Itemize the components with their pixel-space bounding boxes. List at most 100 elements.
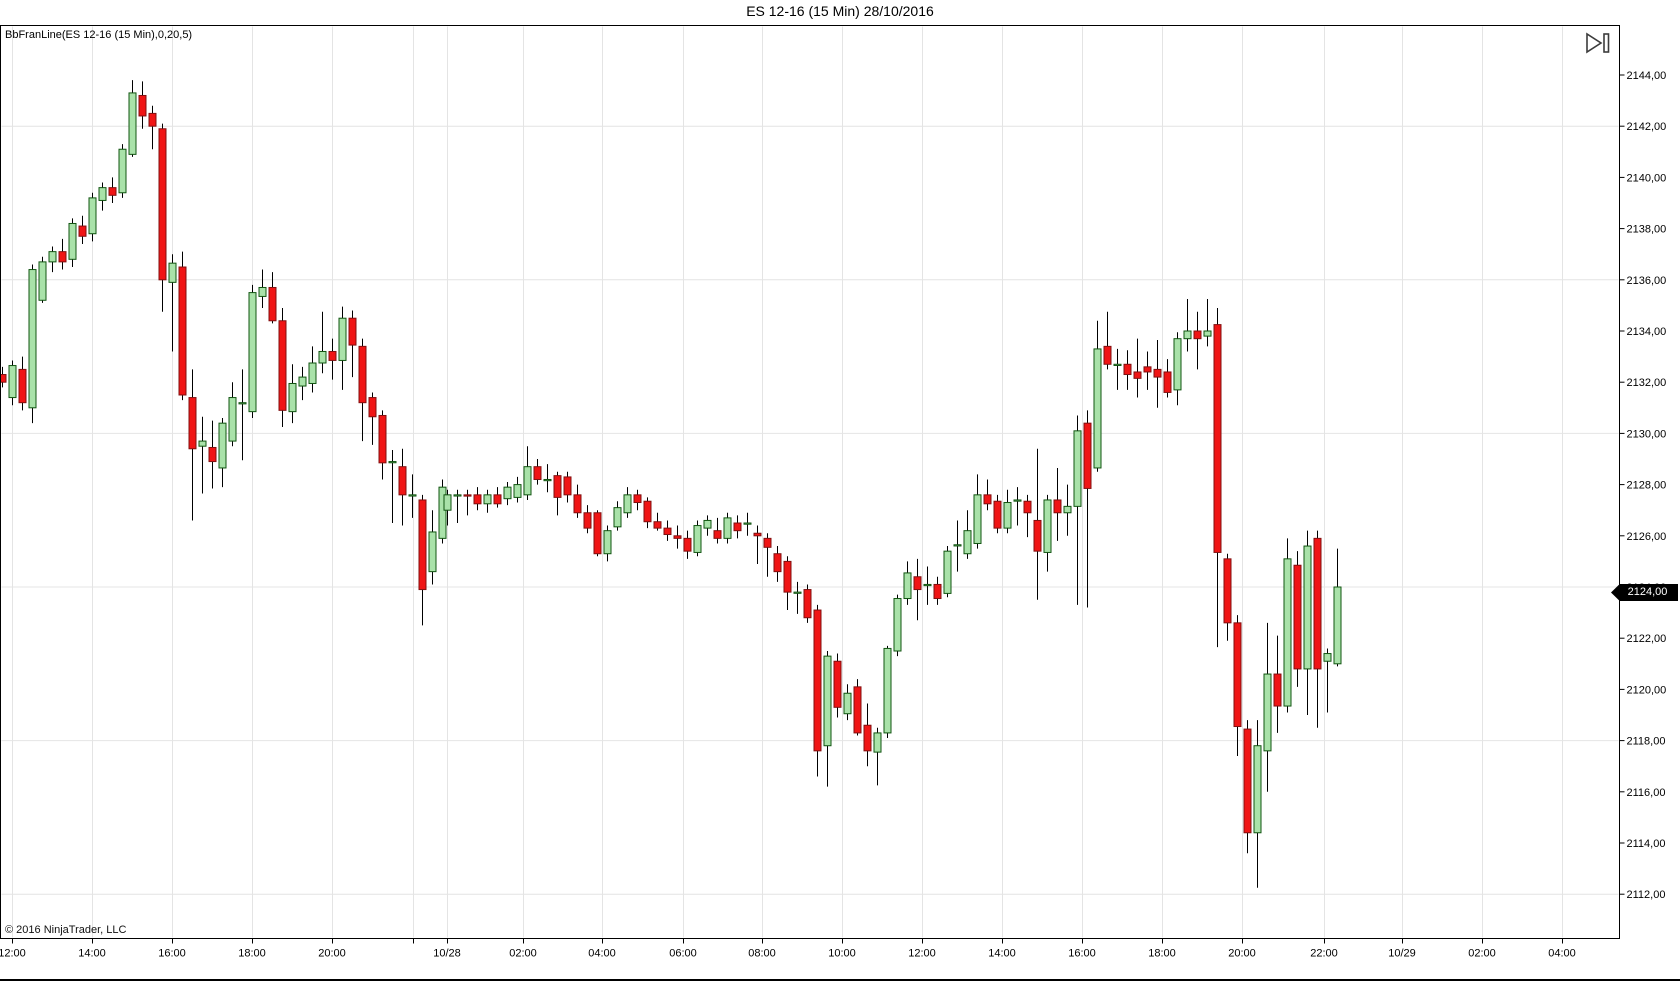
candle-body [973,494,982,544]
candle-body [338,317,347,361]
candle-body [1313,537,1322,670]
price-axis-label: 2118,00 [1627,736,1666,748]
time-axis-label: 04:00 [588,948,616,960]
candle-body [903,572,912,600]
candle [198,416,207,494]
candle-body [368,397,377,418]
candle-body [0,374,7,383]
candle-body [298,376,307,387]
candle [1073,415,1082,605]
skip-to-last-bar-icon[interactable] [1585,32,1613,54]
candle [148,105,157,150]
candle-body [308,362,317,384]
candle-body [218,422,227,469]
candle [993,494,1002,534]
candle [218,418,227,488]
candle-body [1243,728,1252,834]
candle-body [613,507,622,528]
candle-body [118,148,127,194]
candle [973,474,982,549]
candle [1293,551,1302,687]
candle [983,479,992,511]
candle [1233,615,1242,756]
candle-body [1213,324,1222,553]
candle-body [763,537,772,548]
candle-body [1163,371,1172,393]
candle [1023,494,1032,538]
candle [833,653,842,718]
candle [328,338,337,380]
time-axis-label: 14:00 [988,948,1016,960]
candle-body [463,494,472,497]
candle [228,382,237,447]
candle-body [793,591,802,594]
candle [0,366,7,388]
plot-border [0,25,1620,939]
candle [108,177,117,203]
candle [633,489,642,511]
candle-body [1073,430,1082,507]
candle-body [1283,558,1292,707]
candle [603,525,612,562]
candle-body [178,266,187,396]
candle [823,651,832,787]
time-axis-label: 16:00 [1068,948,1096,960]
indicator-label[interactable]: BbFranLine(ES 12-16 (15 Min),0,20,5) [5,29,193,41]
candle [763,533,772,577]
time-axis-label: 20:00 [318,948,346,960]
candle-body [398,466,407,496]
time-axis-label: 12:00 [0,948,26,960]
candle-body [278,320,287,411]
candle-body [863,724,872,752]
candle-body [268,286,277,322]
candle [873,727,882,786]
candle [1163,359,1172,398]
time-axis-label: 08:00 [748,948,776,960]
candle-body [803,589,812,619]
candle [533,459,542,485]
candles-layer [0,80,1342,888]
candle [408,474,417,518]
candle [8,360,17,406]
candle-body [783,560,792,593]
chart-title: ES 12-16 (15 Min) 28/10/2016 [746,3,934,19]
candle-body [68,222,77,260]
candle-body [98,187,107,201]
candle-body [198,440,207,447]
candle [308,346,317,393]
time-axis-label: 18:00 [1148,948,1176,960]
candle-body [843,692,852,715]
time-axis[interactable]: 12:00 14:00 16:00 18:00 20:00 10/28 02:00 04:00… [0,938,1576,960]
candle-body [1123,363,1132,376]
last-price-marker: 2124,00 [1611,584,1678,601]
candle-body [643,500,652,523]
time-axis-label: 02:00 [1468,948,1496,960]
candle [158,123,167,312]
candle [753,525,762,564]
candle [663,520,672,541]
candle-body [853,686,862,734]
candle-body [523,466,532,496]
candle-body [443,494,452,511]
candle-body [963,530,972,555]
time-axis-label: 02:00 [509,948,537,960]
candle [368,392,377,445]
candle-body [953,544,962,547]
candle-body [1263,673,1272,752]
candle [1083,410,1092,608]
candle-body [993,500,1002,529]
price-axis[interactable]: 2112,00 2114,00 2116,00 2118,00 2120,00 2122,… [1619,70,1667,901]
candle [1223,553,1232,641]
candle [543,464,552,493]
candle-body [1003,502,1012,529]
candle-body [88,197,97,235]
candle-body [703,519,712,529]
candle [1173,332,1182,406]
candle-body [208,446,217,463]
candle-body [873,732,882,753]
price-axis-label: 2126,00 [1627,531,1667,543]
candle [473,487,482,511]
candle [1053,467,1062,541]
candle-body [1043,499,1052,553]
